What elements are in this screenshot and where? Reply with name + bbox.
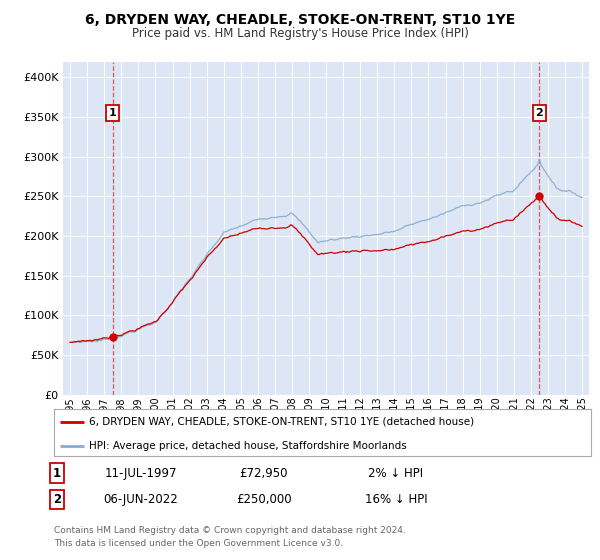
Text: 11-JUL-1997: 11-JUL-1997 [105,466,177,480]
Text: 2: 2 [536,108,543,118]
Text: 6, DRYDEN WAY, CHEADLE, STOKE-ON-TRENT, ST10 1YE: 6, DRYDEN WAY, CHEADLE, STOKE-ON-TRENT, … [85,13,515,27]
Text: 2: 2 [53,493,61,506]
Text: 6, DRYDEN WAY, CHEADLE, STOKE-ON-TRENT, ST10 1YE (detached house): 6, DRYDEN WAY, CHEADLE, STOKE-ON-TRENT, … [89,417,474,427]
Text: HPI: Average price, detached house, Staffordshire Moorlands: HPI: Average price, detached house, Staf… [89,441,407,451]
Text: 2% ↓ HPI: 2% ↓ HPI [368,466,424,480]
Text: 1: 1 [53,466,61,480]
Text: Contains HM Land Registry data © Crown copyright and database right 2024.: Contains HM Land Registry data © Crown c… [54,526,406,535]
Text: £250,000: £250,000 [236,493,292,506]
Text: 06-JUN-2022: 06-JUN-2022 [104,493,178,506]
Text: 1: 1 [109,108,116,118]
Text: Price paid vs. HM Land Registry's House Price Index (HPI): Price paid vs. HM Land Registry's House … [131,27,469,40]
Text: £72,950: £72,950 [240,466,288,480]
Text: This data is licensed under the Open Government Licence v3.0.: This data is licensed under the Open Gov… [54,539,343,548]
Text: 16% ↓ HPI: 16% ↓ HPI [365,493,427,506]
